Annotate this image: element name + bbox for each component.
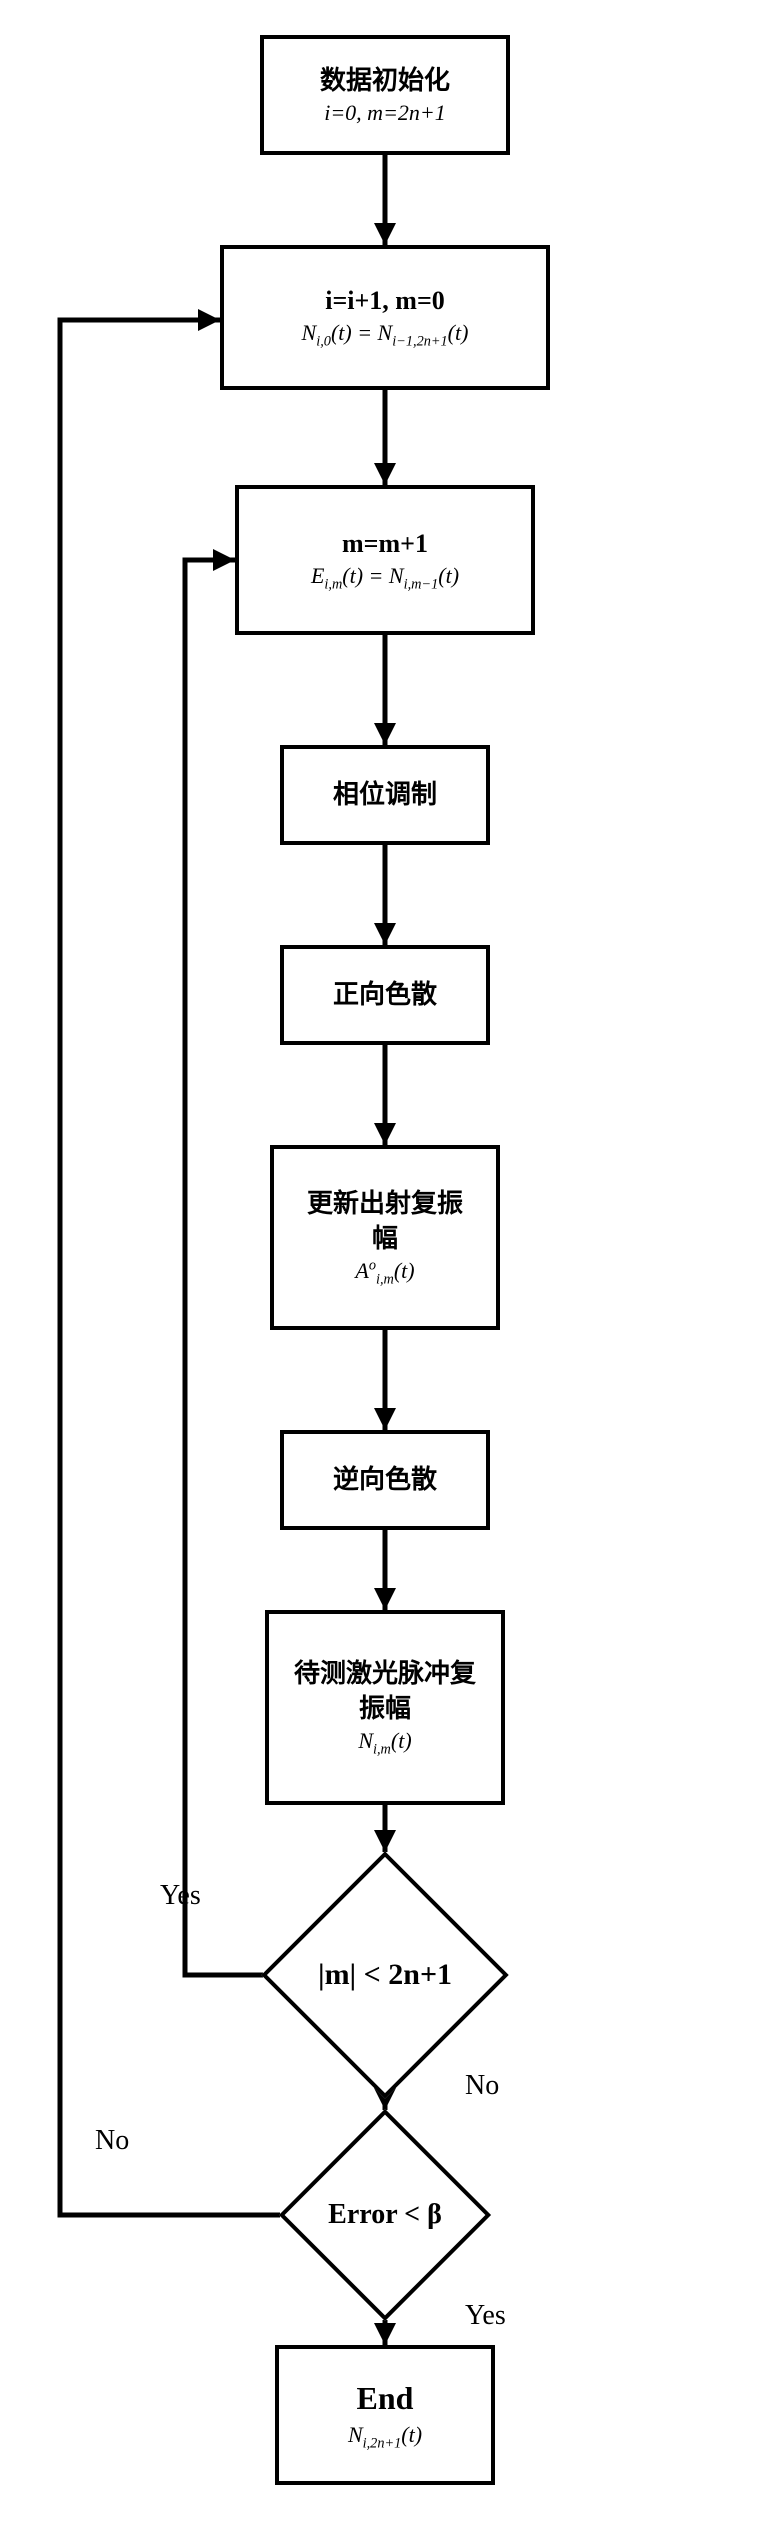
label-yes-end: Yes — [465, 2300, 506, 2332]
node-update-amp-line1: 更新出射复振幅 — [300, 1186, 470, 1256]
node-init-line1: 数据初始化 — [320, 63, 450, 98]
node-forward-disp-label: 正向色散 — [333, 977, 437, 1012]
node-forward-disp: 正向色散 — [280, 945, 490, 1045]
node-measured-amp-line1: 待测激光脉冲复振幅 — [290, 1656, 480, 1726]
node-outer-iter: i=i+1, m=0 Ni,0(t) = Ni−1,2n+1(t) — [220, 245, 550, 390]
node-inner-iter-line2: Ei,m(t) = Ni,m−1(t) — [311, 561, 459, 595]
node-end: End Ni,2n+1(t) — [275, 2345, 495, 2485]
node-init-line2: i=0, m=2n+1 — [324, 98, 446, 128]
node-phase-mod-label: 相位调制 — [333, 777, 437, 812]
flowchart-canvas: 数据初始化 i=0, m=2n+1 i=i+1, m=0 Ni,0(t) = N… — [0, 0, 762, 2526]
label-no-d1: No — [465, 2070, 499, 2102]
node-end-line1: End — [357, 2377, 414, 2420]
node-outer-iter-line2: Ni,0(t) = Ni−1,2n+1(t) — [302, 318, 469, 352]
node-phase-mod: 相位调制 — [280, 745, 490, 845]
node-update-amp-line2: Aoi,m(t) — [355, 1256, 414, 1290]
node-inner-iter: m=m+1 Ei,m(t) = Ni,m−1(t) — [235, 485, 535, 635]
node-inner-iter-line1: m=m+1 — [342, 526, 428, 561]
node-measured-amp: 待测激光脉冲复振幅 Ni,m(t) — [265, 1610, 505, 1805]
node-init: 数据初始化 i=0, m=2n+1 — [260, 35, 510, 155]
label-yes-inner: Yes — [160, 1880, 201, 1912]
decision-error-label: Error < β — [328, 2199, 442, 2231]
node-outer-iter-line1: i=i+1, m=0 — [325, 283, 445, 318]
node-reverse-disp: 逆向色散 — [280, 1430, 490, 1530]
decision-m-label: |m| < 2n+1 — [318, 1958, 452, 1992]
node-update-amp: 更新出射复振幅 Aoi,m(t) — [270, 1145, 500, 1330]
label-no-outer: No — [95, 2125, 129, 2157]
node-end-line2: Ni,2n+1(t) — [348, 2420, 422, 2454]
node-reverse-disp-label: 逆向色散 — [333, 1462, 437, 1497]
node-measured-amp-line2: Ni,m(t) — [358, 1726, 411, 1760]
